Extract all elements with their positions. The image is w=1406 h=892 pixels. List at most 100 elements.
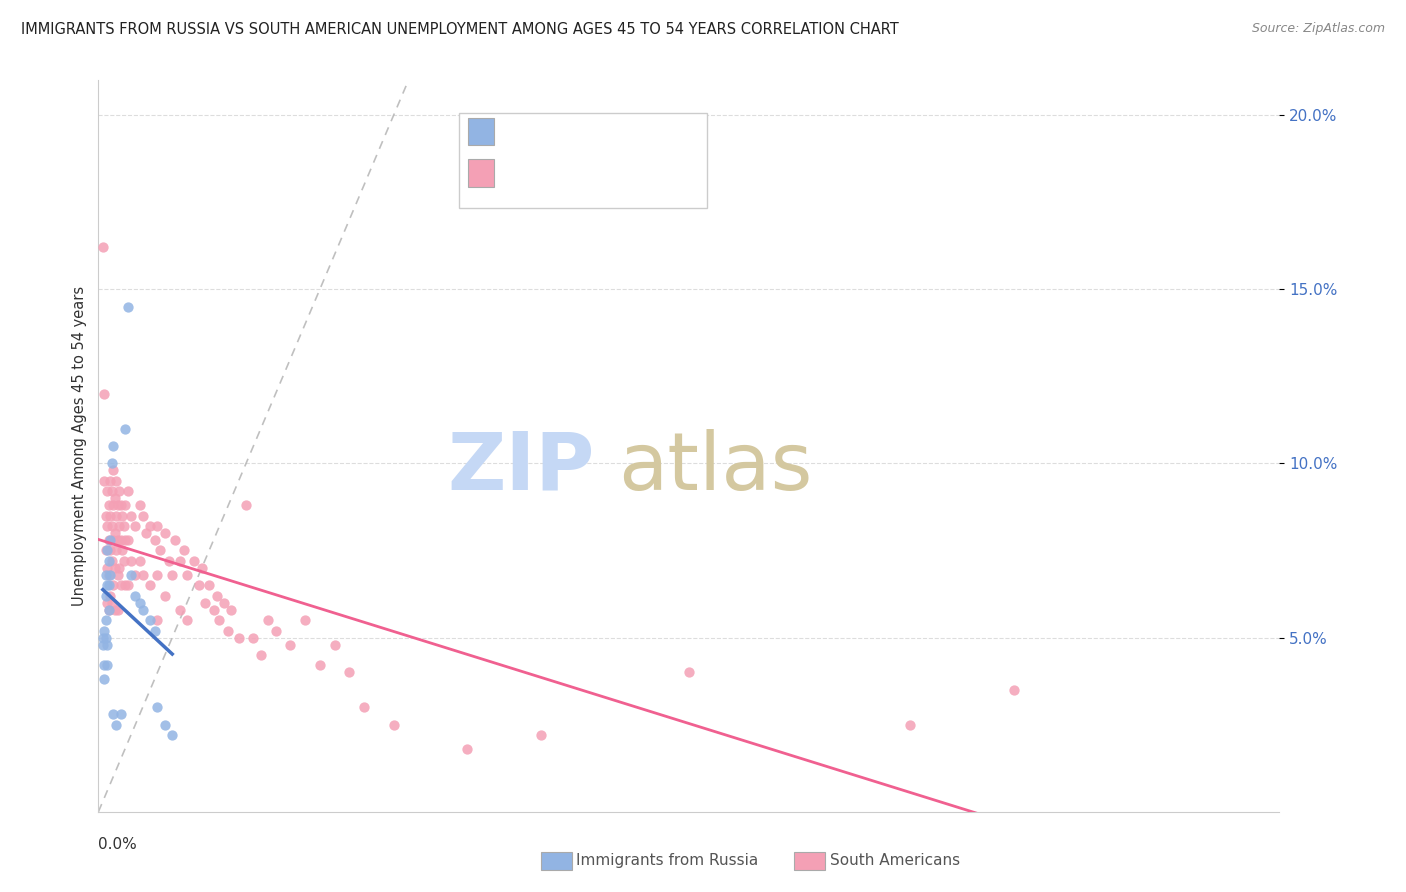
Point [149, 543, 172, 558]
FancyBboxPatch shape [468, 160, 494, 187]
Point [242, 631, 264, 645]
Point [98, 533, 121, 547]
Point [900, 717, 922, 731]
Point [165, 533, 187, 547]
Point [98, 589, 121, 603]
Point [124, 519, 146, 533]
Point [194, 596, 217, 610]
Point [114, 578, 136, 592]
Point [97, 554, 120, 568]
Point [96, 596, 118, 610]
Point [124, 567, 146, 582]
Point [104, 561, 127, 575]
Point [108, 561, 131, 575]
Text: N = 105: N = 105 [612, 166, 681, 181]
Point [135, 526, 157, 541]
Point [176, 567, 198, 582]
Point [353, 700, 375, 714]
Point [114, 533, 136, 547]
Point [114, 498, 136, 512]
Point [162, 567, 183, 582]
Point [146, 567, 169, 582]
Point [120, 554, 142, 568]
Point [257, 613, 280, 627]
Point [309, 658, 332, 673]
Point [120, 567, 142, 582]
Point [219, 603, 242, 617]
Point [96, 519, 118, 533]
Point [107, 603, 129, 617]
Text: R = -0.120: R = -0.120 [503, 166, 593, 181]
Point [235, 498, 257, 512]
Text: Immigrants from Russia: Immigrants from Russia [576, 854, 759, 868]
Point [205, 589, 228, 603]
Point [100, 484, 122, 499]
Point [107, 533, 129, 547]
Point [100, 519, 122, 533]
Point [169, 603, 191, 617]
Point [110, 533, 132, 547]
Point [678, 665, 700, 680]
Point [132, 603, 155, 617]
Point [323, 638, 346, 652]
Point [105, 543, 128, 558]
FancyBboxPatch shape [458, 113, 707, 209]
Point [94, 543, 117, 558]
Point [120, 508, 142, 523]
Point [124, 589, 146, 603]
Point [93, 386, 115, 401]
Point [105, 717, 128, 731]
Point [176, 613, 198, 627]
Point [191, 561, 214, 575]
Point [212, 596, 235, 610]
Point [228, 631, 250, 645]
Point [98, 567, 121, 582]
Point [108, 519, 131, 533]
Point [100, 596, 122, 610]
Point [173, 543, 195, 558]
Point [132, 567, 155, 582]
Point [96, 484, 118, 499]
Point [96, 638, 118, 652]
Point [103, 533, 125, 547]
Point [337, 665, 360, 680]
Point [94, 613, 117, 627]
Point [94, 589, 117, 603]
Point [110, 498, 132, 512]
Point [143, 533, 166, 547]
Point [278, 638, 302, 652]
Point [96, 658, 118, 673]
Point [250, 648, 273, 662]
Point [146, 519, 169, 533]
FancyBboxPatch shape [468, 118, 494, 145]
Point [97, 533, 120, 547]
Point [97, 578, 120, 592]
Text: R = 0.404: R = 0.404 [503, 124, 586, 139]
Point [157, 554, 180, 568]
Point [94, 508, 117, 523]
Point [93, 474, 115, 488]
Point [208, 613, 231, 627]
Point [107, 567, 129, 582]
Point [98, 543, 121, 558]
Point [153, 526, 176, 541]
Point [153, 717, 176, 731]
Text: Source: ZipAtlas.com: Source: ZipAtlas.com [1251, 22, 1385, 36]
Point [100, 457, 122, 471]
Text: ZIP: ZIP [447, 429, 595, 507]
Point [91, 631, 114, 645]
Point [117, 578, 139, 592]
Point [108, 484, 131, 499]
Point [111, 543, 134, 558]
Point [94, 567, 117, 582]
Text: atlas: atlas [619, 429, 813, 507]
Point [198, 578, 221, 592]
Point [112, 519, 135, 533]
Point [96, 543, 118, 558]
Point [105, 508, 128, 523]
Point [162, 728, 183, 742]
Point [103, 707, 125, 722]
Text: IMMIGRANTS FROM RUSSIA VS SOUTH AMERICAN UNEMPLOYMENT AMONG AGES 45 TO 54 YEARS : IMMIGRANTS FROM RUSSIA VS SOUTH AMERICAN… [21, 22, 898, 37]
Point [128, 596, 150, 610]
Point [143, 624, 166, 638]
